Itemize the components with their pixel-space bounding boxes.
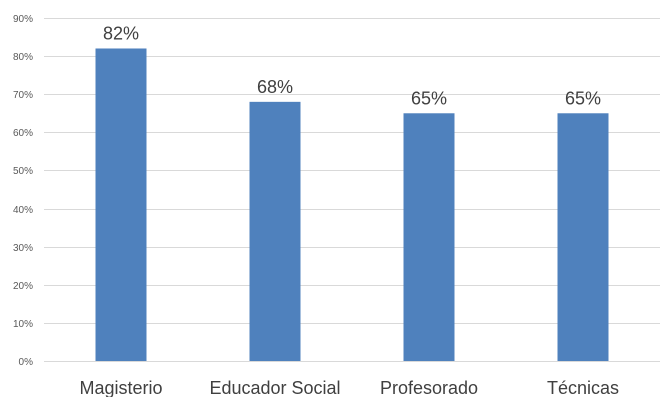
bar: [249, 101, 301, 361]
y-tick-label: 90%: [13, 14, 33, 25]
y-tick-label: 0%: [19, 357, 34, 368]
y-tick-label: 80%: [13, 52, 33, 63]
y-tick-label: 10%: [13, 319, 33, 330]
y-axis-ticks: 0% 10% 20% 30% 40% 50% 60% 70% 80% 90%: [13, 14, 33, 368]
data-label: 65%: [411, 88, 447, 108]
gridlines: [44, 18, 660, 362]
y-tick-label: 30%: [13, 243, 33, 254]
x-axis-categories: Magisterio Educador Social Profesorado Técn…: [79, 378, 619, 398]
data-label: 65%: [565, 88, 601, 108]
x-category-label: Profesorado: [380, 378, 478, 397]
x-category-label: Magisterio: [79, 378, 162, 397]
data-label: 68%: [257, 77, 293, 97]
y-tick-label: 50%: [13, 166, 33, 177]
y-tick-label: 20%: [13, 281, 33, 292]
data-label: 82%: [103, 23, 139, 43]
y-tick-label: 70%: [13, 90, 33, 101]
data-labels: 82% 68% 65% 65%: [103, 23, 601, 108]
bar: [557, 113, 609, 362]
y-tick-label: 40%: [13, 205, 33, 216]
bar: [403, 113, 455, 362]
x-category-label: Educador Social: [209, 378, 340, 397]
bars: [95, 48, 609, 362]
y-tick-label: 60%: [13, 128, 33, 139]
bar: [95, 48, 147, 361]
x-category-label: Técnicas: [547, 378, 619, 397]
